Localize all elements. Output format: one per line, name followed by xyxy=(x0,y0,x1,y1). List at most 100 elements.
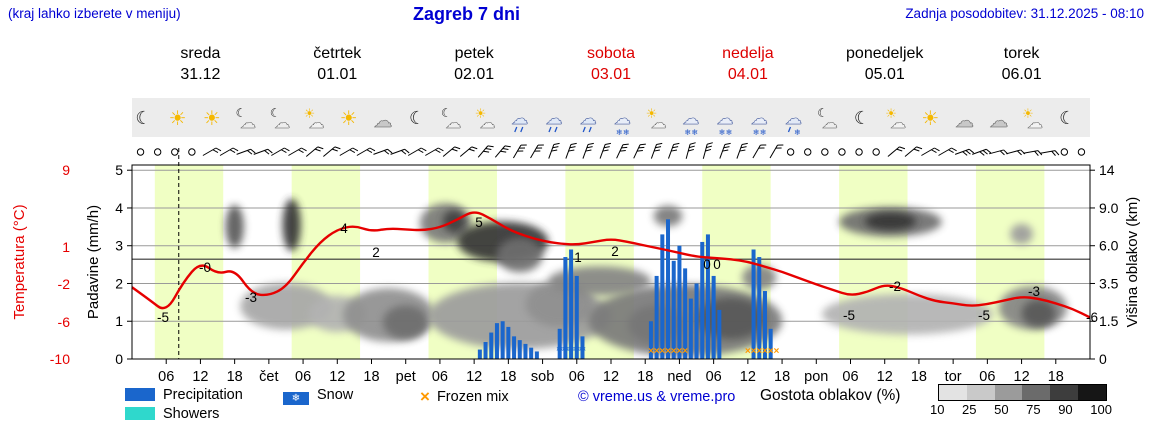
density-tick: 25 xyxy=(962,402,977,417)
svg-text:☀: ☀ xyxy=(304,106,316,121)
svg-text:tor: tor xyxy=(945,369,962,385)
svg-text:18: 18 xyxy=(363,369,379,385)
svg-text:×: × xyxy=(677,346,683,357)
svg-text:06: 06 xyxy=(706,369,722,385)
svg-text:1.5: 1.5 xyxy=(1099,313,1119,329)
svg-text:☾: ☾ xyxy=(441,106,452,120)
svg-text:☀: ☀ xyxy=(921,108,939,130)
svg-text:☀: ☀ xyxy=(203,108,221,130)
svg-text:-5: -5 xyxy=(157,310,169,325)
svg-text:06: 06 xyxy=(432,369,448,385)
day-name: sreda xyxy=(180,45,221,62)
copyright-link[interactable]: © vreme.us & vreme.pro xyxy=(578,389,736,405)
day-date: 02.01 xyxy=(454,66,495,83)
cloud-density-ticks: 10 25 50 75 90 100 xyxy=(930,402,1112,417)
svg-text:-6: -6 xyxy=(1086,310,1098,325)
page-title: Zagreb 7 dni xyxy=(412,4,520,24)
svg-text:❄: ❄ xyxy=(726,128,733,137)
cloud-density-title: Gostota oblakov (%) xyxy=(760,387,901,404)
svg-text:❄: ❄ xyxy=(579,344,587,354)
svg-text:×: × xyxy=(773,346,779,357)
temperature-line xyxy=(131,211,1091,319)
svg-text:×: × xyxy=(768,346,774,357)
density-tick: 10 xyxy=(930,402,945,417)
svg-text:❄: ❄ xyxy=(616,128,623,137)
svg-text:1: 1 xyxy=(62,239,70,255)
svg-text:☁: ☁ xyxy=(822,115,838,132)
svg-text:☁: ☁ xyxy=(545,109,562,128)
svg-text:☁: ☁ xyxy=(445,115,461,132)
svg-text:❄: ❄ xyxy=(567,344,575,354)
svg-text:sob: sob xyxy=(531,369,554,385)
density-segment xyxy=(1022,385,1051,400)
svg-text:3.5: 3.5 xyxy=(1099,275,1119,291)
svg-text:-2: -2 xyxy=(889,279,901,294)
svg-text:☁: ☁ xyxy=(785,109,802,128)
density-tick: 50 xyxy=(994,402,1009,417)
svg-text:18: 18 xyxy=(637,369,653,385)
frozen-mix-icon: × xyxy=(420,387,430,406)
day-header: sreda 31.12 xyxy=(132,45,269,84)
svg-text:☀: ☀ xyxy=(340,108,358,130)
legend-snow: ❄ Snow xyxy=(283,387,353,405)
svg-text:14: 14 xyxy=(1099,162,1115,178)
menu-hint: (kraj lahko izberete v meniju) xyxy=(8,6,181,21)
svg-text:❄: ❄ xyxy=(794,128,801,137)
svg-text:×: × xyxy=(671,346,677,357)
density-tick: 90 xyxy=(1058,402,1073,417)
precipitation-swatch xyxy=(125,388,155,401)
svg-text:☾: ☾ xyxy=(409,108,425,128)
svg-text:×: × xyxy=(648,346,654,357)
svg-text:18: 18 xyxy=(1048,369,1064,385)
day-name: sobota xyxy=(586,45,636,62)
svg-text:☁: ☁ xyxy=(651,115,667,132)
svg-text:☁: ☁ xyxy=(373,111,392,132)
day-date: 06.01 xyxy=(1001,66,1042,83)
svg-text:-6: -6 xyxy=(58,314,71,330)
svg-text:2: 2 xyxy=(611,244,619,259)
weather-icons: ☾ ☀ ☀ ☾☁☾☁☀☁ ☀ ☁ ☾ ☾☁☀☁ ☁ ☁ ☁ ☁❄ ❄☀☁ ☁❄ ❄☁❄ ❄☁❄ ❄☁❄☾☁ ☾ ☀☁… xyxy=(135,106,1075,137)
svg-text:9: 9 xyxy=(62,162,70,178)
day-header: ponedeljek 05.01 xyxy=(816,45,953,84)
svg-text:12: 12 xyxy=(192,369,208,385)
svg-text:0: 0 xyxy=(703,257,711,272)
svg-text:❄: ❄ xyxy=(556,344,564,354)
svg-text:9.0: 9.0 xyxy=(1099,200,1119,216)
showers-label: Showers xyxy=(163,406,220,422)
temperature-labels: -5 -0 -3 4 2 5 1 2 0 0 -5 -2 -5 -3 -6 xyxy=(157,215,1098,325)
day-name: četrtek xyxy=(313,45,362,62)
density-segment xyxy=(1078,385,1106,400)
svg-text:18: 18 xyxy=(500,369,516,385)
frozen-mix-label: Frozen mix xyxy=(436,389,509,405)
day-date: 31.12 xyxy=(180,66,221,83)
svg-text:12: 12 xyxy=(603,369,619,385)
precipitation-label: Precipitation xyxy=(163,387,243,403)
density-tick: 100 xyxy=(1090,402,1112,417)
svg-text:12: 12 xyxy=(466,369,482,385)
svg-text:18: 18 xyxy=(774,369,790,385)
day-header: petek 02.01 xyxy=(406,45,543,84)
gridlines xyxy=(132,169,1090,322)
day-date: 03.01 xyxy=(590,66,632,83)
svg-text:ned: ned xyxy=(667,369,691,385)
svg-text:×: × xyxy=(659,346,665,357)
svg-text:☀: ☀ xyxy=(169,108,187,130)
svg-text:pet: pet xyxy=(396,369,416,385)
svg-text:☾: ☾ xyxy=(270,106,281,120)
svg-text:☁: ☁ xyxy=(274,115,290,132)
svg-text:1: 1 xyxy=(574,250,582,265)
day-header-row: sreda 31.12 četrtek 01.01 petek 02.01 so… xyxy=(132,45,1090,84)
day-header: četrtek 01.01 xyxy=(269,45,406,84)
density-segment xyxy=(966,385,995,400)
svg-text:×: × xyxy=(762,346,768,357)
svg-text:06: 06 xyxy=(979,369,995,385)
snow-label: Snow xyxy=(317,387,354,403)
svg-text:0: 0 xyxy=(1099,351,1107,367)
svg-text:18: 18 xyxy=(227,369,243,385)
legend-frozen-mix: × Frozen mix xyxy=(420,387,509,407)
snow-swatch: ❄ xyxy=(283,392,309,405)
svg-text:-3: -3 xyxy=(1028,284,1040,299)
svg-text:☁: ☁ xyxy=(989,111,1008,132)
plot-border xyxy=(131,164,1091,360)
